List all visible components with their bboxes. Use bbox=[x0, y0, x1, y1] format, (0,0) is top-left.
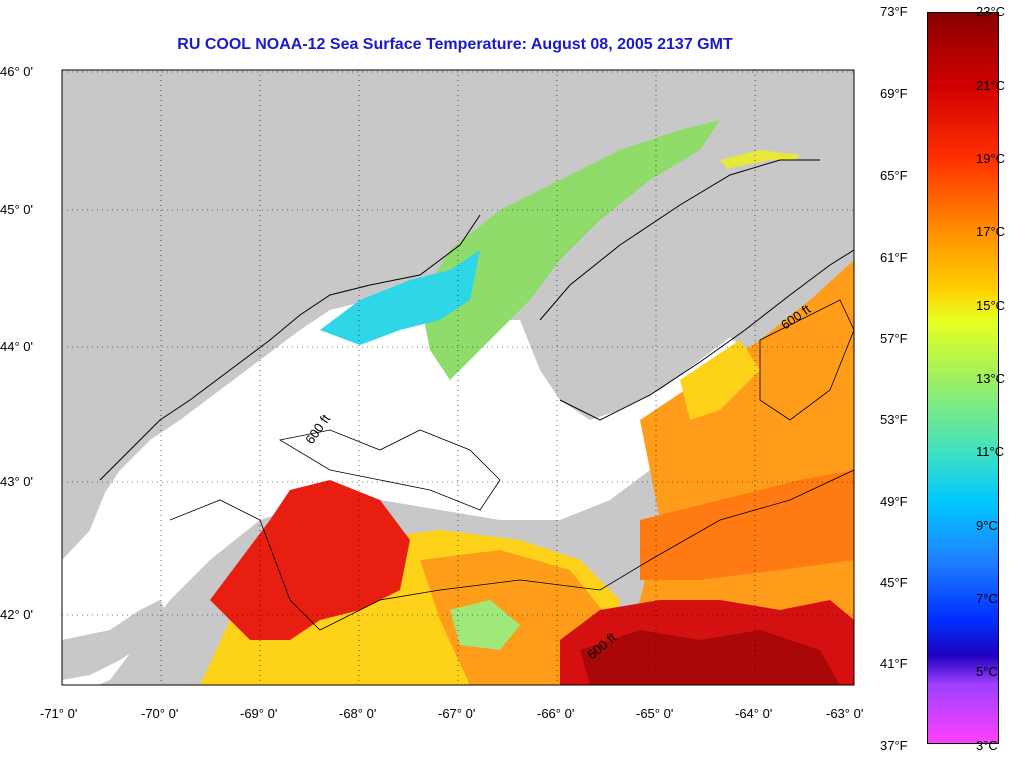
nova-scotia-land bbox=[520, 150, 854, 420]
fahrenheit-label: 73°F bbox=[880, 4, 908, 19]
temperature-colorbar bbox=[927, 12, 999, 744]
lon-tick-label: -63° 0' bbox=[826, 706, 863, 721]
lon-tick-label: -71° 0' bbox=[40, 706, 77, 721]
celsius-label: 19°C bbox=[976, 151, 1006, 166]
celsius-label: 3°C bbox=[976, 738, 998, 753]
lon-tick-label: -69° 0' bbox=[240, 706, 277, 721]
fahrenheit-label: 57°F bbox=[880, 331, 908, 346]
fahrenheit-label: 65°F bbox=[880, 168, 908, 183]
fahrenheit-label: 61°F bbox=[880, 250, 908, 265]
lat-tick-label: 42° 0' bbox=[0, 607, 33, 622]
fahrenheit-label: 37°F bbox=[880, 738, 908, 753]
celsius-label: 23°C bbox=[976, 4, 1006, 19]
celsius-label: 9°C bbox=[976, 518, 998, 533]
lon-tick-label: -67° 0' bbox=[438, 706, 475, 721]
cool-water-fundy bbox=[420, 120, 720, 380]
celsius-label: 17°C bbox=[976, 224, 1006, 239]
celsius-label: 5°C bbox=[976, 664, 998, 679]
lon-tick-label: -66° 0' bbox=[537, 706, 574, 721]
lon-tick-label: -65° 0' bbox=[636, 706, 673, 721]
lon-tick-label: -64° 0' bbox=[735, 706, 772, 721]
lon-tick-label: -68° 0' bbox=[339, 706, 376, 721]
depth-contour-2 bbox=[278, 429, 501, 511]
celsius-label: 21°C bbox=[976, 78, 1006, 93]
depth-contour-3 bbox=[759, 299, 854, 421]
lat-tick-label: 44° 0' bbox=[0, 339, 33, 354]
fahrenheit-label: 41°F bbox=[880, 656, 908, 671]
celsius-label: 11°C bbox=[976, 444, 1005, 459]
yellow-patch-east bbox=[680, 340, 760, 420]
celsius-label: 13°C bbox=[976, 371, 1006, 386]
fahrenheit-label: 69°F bbox=[880, 86, 908, 101]
fahrenheit-label: 53°F bbox=[880, 412, 908, 427]
cyan-water bbox=[320, 250, 480, 345]
coastline-nova-scotia bbox=[539, 159, 854, 421]
hottest-water-east bbox=[580, 630, 840, 685]
graticule bbox=[61, 70, 855, 685]
lon-tick-label: -70° 0' bbox=[141, 706, 178, 721]
coastline-maine bbox=[99, 214, 481, 481]
lat-tick-label: 43° 0' bbox=[0, 474, 33, 489]
map-layers bbox=[62, 70, 854, 685]
cape-cod-land bbox=[62, 600, 170, 680]
lat-tick-label: 46° 0' bbox=[0, 64, 33, 79]
orange-water-east bbox=[640, 470, 854, 580]
fahrenheit-label: 49°F bbox=[880, 494, 908, 509]
new-england-land bbox=[62, 70, 480, 560]
map-title: RU COOL NOAA-12 Sea Surface Temperature:… bbox=[177, 36, 733, 53]
celsius-label: 15°C bbox=[976, 298, 1006, 313]
fahrenheit-label: 45°F bbox=[880, 575, 908, 590]
lat-tick-label: 45° 0' bbox=[0, 202, 33, 217]
green-patch-south bbox=[450, 600, 520, 650]
celsius-label: 7°C bbox=[976, 591, 998, 606]
